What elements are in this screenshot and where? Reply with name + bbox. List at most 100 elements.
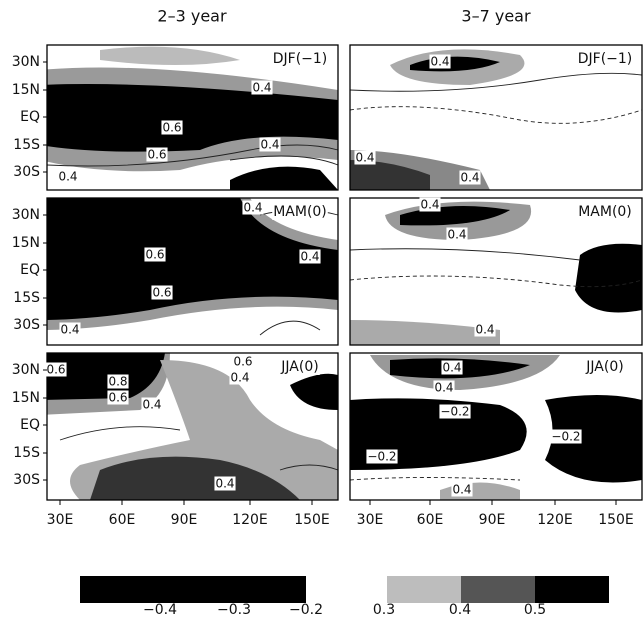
contour-label-group: 0.4 <box>59 323 80 337</box>
lat-tick-label: 30S <box>13 472 40 488</box>
lon-tick-label: 90E <box>171 512 198 528</box>
colorbar <box>80 576 609 603</box>
panel-label: DJF(−1) <box>273 51 328 67</box>
colorbar-label: 0.5 <box>524 602 546 618</box>
contour-label-group: 0.4 <box>429 55 450 69</box>
contour-label: 0.4 <box>447 228 466 242</box>
contour-label: 0.6 <box>108 391 127 405</box>
contour-label-group: 0.6 <box>146 148 167 162</box>
column-title: 2–3 year <box>157 7 227 26</box>
contour-label: 0.6 <box>147 148 166 162</box>
lat-tick-label: 15N <box>12 390 40 406</box>
contour-label: 0.4 <box>300 250 319 264</box>
lat-tick-label: 30S <box>13 164 40 180</box>
colorbar-label: −0.2 <box>289 602 323 618</box>
column-title: 3–7 year <box>461 7 531 26</box>
contour-label: 0.4 <box>215 477 234 491</box>
contour-label: 0.4 <box>142 398 161 412</box>
contour-label-group: 0.4 <box>214 477 235 491</box>
contour-label-group: 0.4 <box>259 138 280 152</box>
contour-label-group: 0.6 <box>232 355 253 369</box>
contour-label-group: 0.8 <box>107 375 128 389</box>
colorbar-label: 0.4 <box>449 602 471 618</box>
panel-label-group: MAM(0) <box>577 204 633 220</box>
contour-label-group: 0.6 <box>151 286 172 300</box>
contour-label-group: 0.4 <box>141 398 162 412</box>
lat-tick-label: 15N <box>12 235 40 251</box>
contour-label: 0.6 <box>46 363 65 377</box>
contour-label: −0.2 <box>551 430 580 444</box>
lat-tick-label: 15S <box>13 290 40 306</box>
contour-label-group: 0.4 <box>433 381 454 395</box>
contour-label: 0.4 <box>260 138 279 152</box>
colorbar-label: −0.3 <box>217 602 251 618</box>
contour-label-group: 0.4 <box>451 483 472 497</box>
panel-label: MAM(0) <box>273 204 327 220</box>
panel-label: MAM(0) <box>578 204 632 220</box>
contour-label: 0.6 <box>233 355 252 369</box>
contour-label-group: 0.4 <box>419 198 440 212</box>
contour-label-group: 0.6 <box>107 391 128 405</box>
contour-label: 0.4 <box>434 381 453 395</box>
panel-label: DJF(−1) <box>578 51 633 67</box>
contour-label: 0.4 <box>60 323 79 337</box>
contour-label: 0.4 <box>452 483 471 497</box>
contour-label-group: 0.4 <box>474 323 495 337</box>
contour-label-group: 0.4 <box>251 81 272 95</box>
contour-label: 0.4 <box>355 151 374 165</box>
contour-label: 0.6 <box>145 248 164 262</box>
lat-tick-label: 15S <box>13 445 40 461</box>
contour-label: 0.4 <box>442 361 461 375</box>
contour-label: 0.4 <box>420 198 439 212</box>
lon-tick-label: 30E <box>47 512 74 528</box>
contour-label-group: 0.4 <box>459 171 480 185</box>
contour-label-group: 0.6 <box>144 248 165 262</box>
panel-label: JJA(0) <box>585 359 623 375</box>
contour-label: 0.4 <box>430 55 449 69</box>
contour-label: 0.4 <box>475 323 494 337</box>
contour-label: 0.4 <box>58 170 77 184</box>
lat-tick-label: EQ <box>20 262 40 278</box>
contour-label: −0.2 <box>440 405 469 419</box>
panel-label-group: MAM(0) <box>272 204 328 220</box>
lon-tick-label: 150E <box>598 512 634 528</box>
colorbar-label: 0.3 <box>373 602 395 618</box>
contour-label-group: 0.4 <box>229 371 250 385</box>
contour-label: 0.4 <box>230 371 249 385</box>
contour-label: 0.4 <box>252 81 271 95</box>
contour-label-group: 0.4 <box>354 151 375 165</box>
contour-label-group: 0.6 <box>45 363 66 377</box>
lon-tick-label: 30E <box>357 512 384 528</box>
lat-tick-label: EQ <box>20 417 40 433</box>
lat-tick-label: EQ <box>20 109 40 125</box>
lon-tick-label: 60E <box>417 512 444 528</box>
contour-label: 0.6 <box>162 121 181 135</box>
figure: 2–3 year3–7 yearDJF(−1)0.40.60.60.40.4DJ… <box>0 0 644 620</box>
panel-label-group: DJF(−1) <box>272 51 329 67</box>
contour-label: −0.2 <box>367 450 396 464</box>
lon-tick-label: 120E <box>537 512 573 528</box>
lon-tick-label: 120E <box>232 512 268 528</box>
lat-tick-label: 15S <box>13 137 40 153</box>
lon-tick-label: 90E <box>479 512 506 528</box>
panel-label-group: DJF(−1) <box>577 51 634 67</box>
contour-label: 0.6 <box>152 286 171 300</box>
contour-label: 0.4 <box>243 201 262 215</box>
contour-label: 0.4 <box>460 171 479 185</box>
contour-label-group: 0.4 <box>57 170 78 184</box>
contour-label-group: 0.6 <box>161 121 182 135</box>
panel-label-group: JJA(0) <box>279 359 319 375</box>
contour-label-group: 0.4 <box>441 361 462 375</box>
panel-label: JJA(0) <box>280 359 318 375</box>
lat-tick-label: 30N <box>12 54 40 70</box>
colorbar-label: −0.4 <box>143 602 177 618</box>
contour-label-group: 0.4 <box>242 201 263 215</box>
contour-label-group: 0.4 <box>446 228 467 242</box>
lat-tick-label: 30N <box>12 207 40 223</box>
contour-label-group: 0.4 <box>299 250 320 264</box>
contour-label-group: −0.2 <box>550 430 581 444</box>
contour-label: 0.8 <box>108 375 127 389</box>
lon-tick-label: 60E <box>109 512 136 528</box>
lat-tick-label: 30S <box>13 317 40 333</box>
lat-tick-label: 30N <box>12 362 40 378</box>
